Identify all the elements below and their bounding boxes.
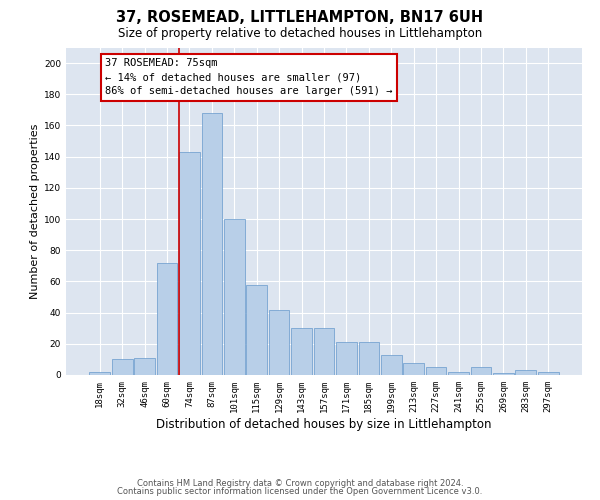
Bar <box>538 372 559 375</box>
Bar <box>359 342 379 375</box>
Y-axis label: Number of detached properties: Number of detached properties <box>30 124 40 299</box>
Text: Contains public sector information licensed under the Open Government Licence v3: Contains public sector information licen… <box>118 487 482 496</box>
Text: Size of property relative to detached houses in Littlehampton: Size of property relative to detached ho… <box>118 28 482 40</box>
Bar <box>515 370 536 375</box>
Bar <box>381 354 401 375</box>
Text: 37, ROSEMEAD, LITTLEHAMPTON, BN17 6UH: 37, ROSEMEAD, LITTLEHAMPTON, BN17 6UH <box>116 10 484 25</box>
Bar <box>157 262 178 375</box>
Bar <box>493 374 514 375</box>
Bar <box>291 328 312 375</box>
Bar <box>247 284 267 375</box>
X-axis label: Distribution of detached houses by size in Littlehampton: Distribution of detached houses by size … <box>156 418 492 430</box>
Text: 37 ROSEMEAD: 75sqm
← 14% of detached houses are smaller (97)
86% of semi-detache: 37 ROSEMEAD: 75sqm ← 14% of detached hou… <box>106 58 393 96</box>
Bar <box>179 152 200 375</box>
Bar <box>112 360 133 375</box>
Bar <box>314 328 334 375</box>
Bar <box>89 372 110 375</box>
Bar <box>426 367 446 375</box>
Bar <box>202 113 222 375</box>
Bar <box>224 219 245 375</box>
Bar <box>269 310 289 375</box>
Bar <box>336 342 357 375</box>
Bar <box>403 362 424 375</box>
Text: Contains HM Land Registry data © Crown copyright and database right 2024.: Contains HM Land Registry data © Crown c… <box>137 478 463 488</box>
Bar <box>448 372 469 375</box>
Bar <box>470 367 491 375</box>
Bar <box>134 358 155 375</box>
